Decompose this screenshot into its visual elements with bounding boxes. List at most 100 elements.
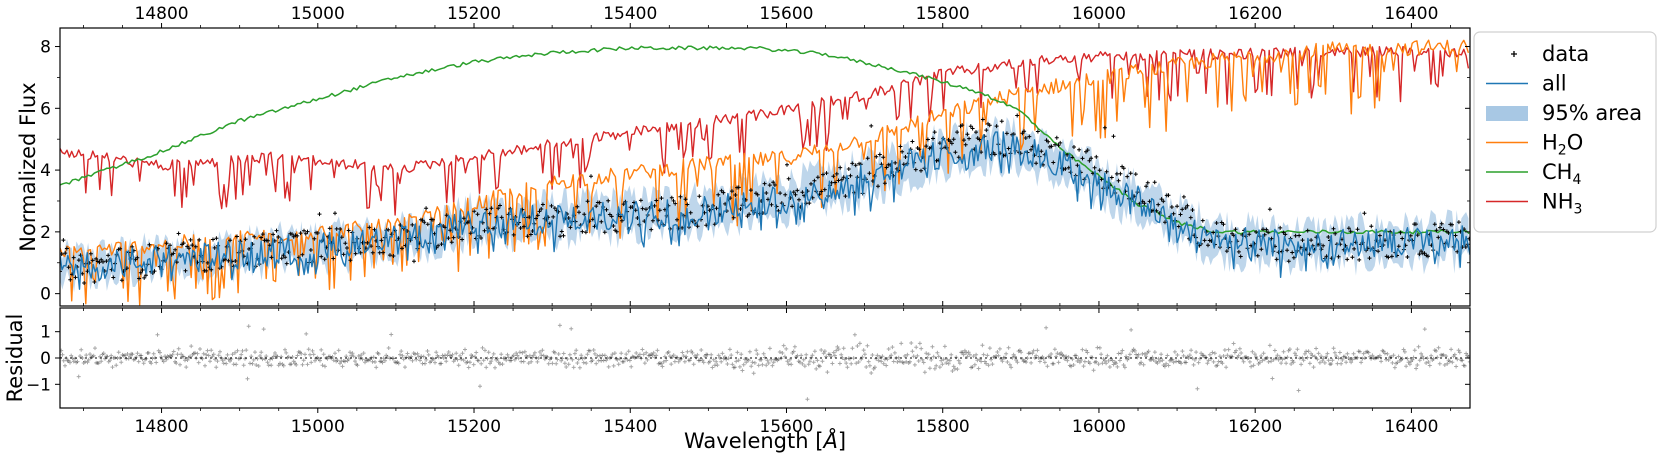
residual-point bbox=[1220, 361, 1225, 366]
residual-point bbox=[409, 354, 414, 359]
residual-point bbox=[336, 348, 341, 353]
legend-label-nh3: NH3 bbox=[1542, 190, 1582, 218]
residual-point bbox=[1241, 359, 1246, 364]
residual-point bbox=[160, 357, 165, 362]
data-point bbox=[822, 187, 827, 192]
residual-point bbox=[714, 359, 719, 364]
residual-point bbox=[687, 358, 692, 363]
residual-point bbox=[1122, 365, 1127, 370]
residual-point bbox=[1427, 363, 1432, 368]
data-point bbox=[1097, 168, 1102, 173]
residual-point bbox=[254, 363, 259, 367]
residual-point bbox=[111, 356, 116, 360]
residual-point bbox=[316, 356, 321, 361]
data-point bbox=[188, 237, 193, 242]
data-point bbox=[697, 194, 702, 199]
data-point bbox=[809, 181, 813, 186]
data-point bbox=[204, 268, 209, 273]
residual-point bbox=[1337, 350, 1342, 355]
ch4-line bbox=[60, 45, 1470, 235]
residual-point bbox=[647, 353, 652, 358]
data-point bbox=[881, 155, 886, 160]
residual-point bbox=[394, 360, 399, 365]
data-point bbox=[1221, 222, 1226, 227]
residual-point bbox=[211, 352, 216, 357]
residual-point bbox=[188, 354, 192, 359]
residual-point bbox=[435, 353, 440, 358]
residual-point bbox=[103, 356, 107, 361]
residual-point bbox=[174, 361, 179, 366]
residual-point bbox=[408, 356, 412, 361]
residual-point bbox=[1387, 355, 1392, 360]
residual-point bbox=[485, 356, 490, 361]
residual-point bbox=[1425, 356, 1430, 361]
data-point bbox=[977, 137, 982, 142]
data-point bbox=[312, 236, 317, 241]
residual-point bbox=[1236, 353, 1241, 358]
residual-point bbox=[499, 352, 504, 357]
residual-point bbox=[629, 364, 634, 369]
residual-point bbox=[1460, 358, 1465, 363]
residual-point bbox=[274, 354, 279, 358]
residual-point bbox=[488, 361, 492, 366]
data-point bbox=[1066, 165, 1071, 170]
residual-point bbox=[145, 351, 150, 355]
data-point bbox=[119, 278, 124, 283]
residual-point bbox=[587, 348, 592, 353]
residual-point bbox=[842, 357, 847, 362]
residual-point bbox=[982, 359, 987, 364]
residual-point bbox=[1024, 360, 1029, 365]
residual-point bbox=[860, 355, 865, 360]
data-point bbox=[762, 181, 767, 186]
residual-point bbox=[709, 352, 714, 357]
residual-point bbox=[1095, 345, 1100, 350]
data-point bbox=[499, 215, 504, 220]
residual-point bbox=[169, 354, 174, 359]
data-point bbox=[688, 210, 693, 215]
data-point bbox=[1467, 236, 1470, 241]
residual-point bbox=[861, 348, 866, 353]
residual-point bbox=[1342, 354, 1347, 359]
residual-point bbox=[245, 376, 250, 381]
residual-point bbox=[1042, 360, 1047, 365]
data-point bbox=[1350, 255, 1355, 260]
data-point bbox=[489, 206, 494, 211]
residual-point bbox=[802, 364, 807, 369]
residual-point bbox=[481, 358, 486, 363]
residual-point bbox=[1377, 353, 1382, 358]
residual-point bbox=[927, 366, 932, 371]
residual-point bbox=[762, 355, 767, 360]
residual-point bbox=[1027, 351, 1032, 355]
residual-point bbox=[180, 354, 185, 359]
residual-point bbox=[1217, 354, 1222, 359]
data-point bbox=[853, 163, 858, 168]
residual-point bbox=[951, 364, 956, 369]
residual-point bbox=[966, 350, 971, 355]
data-point bbox=[1439, 221, 1444, 226]
residual-point bbox=[1079, 358, 1084, 362]
residual-point bbox=[1431, 356, 1436, 361]
residual-point bbox=[1054, 354, 1059, 359]
residual-point bbox=[772, 357, 777, 362]
residual-point bbox=[734, 359, 739, 364]
residual-point bbox=[632, 355, 637, 360]
data-point bbox=[1211, 230, 1216, 235]
residual-point bbox=[1212, 351, 1217, 356]
residual-point bbox=[1282, 356, 1287, 361]
residual-point bbox=[1429, 353, 1434, 358]
residual-point bbox=[944, 361, 949, 365]
residual-point bbox=[399, 349, 404, 354]
data-point bbox=[640, 206, 645, 211]
residual-point bbox=[832, 353, 837, 358]
data-point bbox=[176, 231, 181, 236]
residual-point bbox=[1002, 355, 1007, 360]
residual-point bbox=[1227, 355, 1232, 360]
residual-point bbox=[1459, 358, 1464, 363]
residual-point bbox=[386, 346, 391, 350]
residual-point bbox=[1039, 356, 1044, 361]
residual-point bbox=[580, 356, 585, 361]
residual-point bbox=[914, 345, 919, 350]
residual-point bbox=[285, 355, 290, 360]
residual-point bbox=[566, 362, 571, 367]
residual-point bbox=[686, 358, 691, 363]
